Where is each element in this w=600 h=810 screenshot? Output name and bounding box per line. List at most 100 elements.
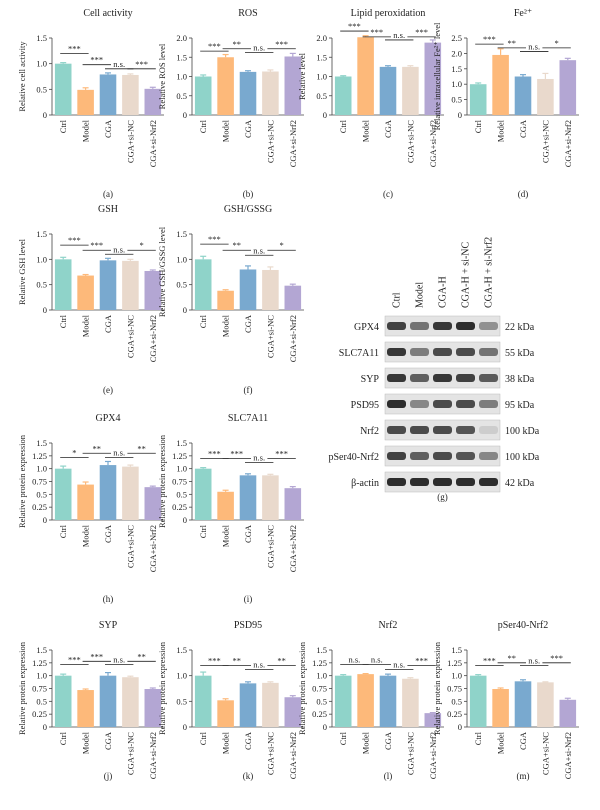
significance-label: *** — [370, 27, 383, 37]
y-tick-label: 1.25 — [32, 658, 47, 668]
blot-band — [387, 322, 406, 330]
western-blot-panel: Ctrl Model CGA-H CGA-H + si-NC CGA-H + si-Nr… — [328, 237, 539, 502]
significance-label: ** — [137, 651, 146, 661]
y-tick-label: 2.0 — [176, 33, 187, 43]
bar — [357, 37, 374, 116]
x-tick-label: Ctrl — [58, 524, 68, 538]
y-tick-label: 0 — [183, 110, 187, 120]
y-tick-label: 0.75 — [32, 477, 47, 487]
blot-band — [433, 322, 452, 330]
significance-label: *** — [415, 655, 428, 665]
bar — [99, 675, 117, 727]
y-axis-label: Relative GSH/GSSG level — [157, 226, 167, 317]
y-tick-label: 1.0 — [176, 254, 187, 264]
blot-protein-label: GPX4 — [354, 322, 379, 333]
bar — [54, 675, 72, 727]
y-tick-label: 0.75 — [447, 684, 462, 694]
x-tick-label: CGA+si-Nrf2 — [563, 732, 573, 779]
bar — [424, 713, 442, 727]
chart-panel-k: PSD95 0 0.5 1.0 1.5 Relative protein expressi… — [157, 620, 304, 781]
y-tick-label: 0 — [183, 515, 187, 525]
y-tick-label: 0 — [43, 722, 47, 732]
chart-panel-h: GPX4 0 0.25 0.5 0.75 1.0 1.25 1.5 Relative prote… — [17, 413, 164, 604]
y-tick-label: 2.0 — [316, 33, 327, 43]
y-tick-label: 1.25 — [32, 451, 47, 461]
blot-band — [387, 452, 406, 460]
x-tick-label: CGA+si-Nrf2 — [148, 525, 158, 572]
bar — [379, 66, 397, 115]
bar — [334, 675, 352, 727]
bar — [537, 78, 554, 115]
bar — [144, 88, 162, 115]
x-tick-label: CGA — [243, 314, 253, 333]
lane-label: CGA-H — [438, 276, 449, 308]
y-axis-label: Relative level — [297, 52, 307, 100]
y-tick-label: 0.25 — [32, 502, 47, 512]
y-tick-label: 0.25 — [32, 709, 47, 719]
y-tick-label: 0 — [43, 305, 47, 315]
x-tick-label: CGA+si-NC — [125, 120, 135, 163]
y-axis-label: Relative protein expression — [432, 641, 442, 735]
y-tick-label: 1.25 — [172, 451, 187, 461]
bar — [122, 260, 139, 310]
bar — [144, 689, 162, 727]
y-tick-label: 0.5 — [176, 489, 187, 499]
bar — [77, 484, 94, 520]
blot-band — [456, 478, 475, 486]
bar — [77, 690, 94, 727]
blot-band — [433, 348, 452, 356]
significance-label: n.s. — [253, 245, 265, 255]
y-tick-label: 0.5 — [451, 95, 462, 105]
y-tick-label: 1.0 — [36, 464, 47, 474]
bar — [469, 675, 487, 727]
significance-label: *** — [90, 240, 103, 250]
bar — [492, 54, 509, 115]
blot-kda-label: 38 kDa — [505, 374, 535, 385]
x-tick-label: Ctrl — [58, 314, 68, 328]
chart-title: ROS — [238, 8, 257, 19]
y-tick-label: 1.5 — [36, 645, 47, 655]
chart-title: GSH — [98, 204, 118, 215]
y-tick-label: 0.5 — [316, 91, 327, 101]
x-tick-label: Model — [81, 524, 91, 547]
x-tick-label: Model — [81, 119, 91, 142]
bar — [239, 683, 257, 727]
x-tick-label: CGA+si-NC — [405, 120, 415, 163]
bar — [194, 468, 212, 520]
blot-band — [456, 322, 475, 330]
blot-protein-label: Nrf2 — [360, 426, 379, 437]
panel-caption: (k) — [243, 771, 254, 781]
significance-label: n.s. — [253, 660, 265, 670]
blot-band — [479, 374, 498, 382]
y-tick-label: 1.0 — [316, 671, 327, 681]
x-tick-label: CGA — [383, 731, 393, 750]
chart-title: SYP — [99, 620, 118, 631]
x-tick-label: Ctrl — [58, 731, 68, 745]
lane-label: CGA-H + si-NC — [461, 241, 472, 308]
x-tick-label: Ctrl — [58, 119, 68, 133]
blot-band — [410, 478, 429, 486]
x-tick-label: Model — [361, 119, 371, 142]
blot-band — [410, 348, 429, 356]
bar — [217, 290, 234, 310]
y-tick-label: 1.5 — [36, 33, 47, 43]
y-tick-label: 1.0 — [36, 59, 47, 69]
chart-title: Fe²⁺ — [514, 8, 532, 19]
y-tick-label: 1.0 — [451, 79, 462, 89]
x-tick-label: CGA — [518, 119, 528, 138]
blot-band — [387, 374, 406, 382]
y-axis-label: Relative protein expression — [17, 641, 27, 735]
bar — [194, 675, 212, 727]
y-tick-label: 1.0 — [316, 72, 327, 82]
panel-caption: (g) — [437, 492, 448, 502]
blot-band — [410, 452, 429, 460]
x-tick-label: CGA+si-Nrf2 — [148, 120, 158, 167]
x-tick-label: Model — [221, 524, 231, 547]
bar — [537, 682, 554, 727]
blot-band — [479, 400, 498, 408]
blot-band — [479, 478, 498, 486]
bar — [262, 71, 279, 115]
x-tick-label: CGA — [243, 731, 253, 750]
x-tick-label: CGA+si-NC — [265, 315, 275, 358]
blot-band — [410, 426, 429, 434]
